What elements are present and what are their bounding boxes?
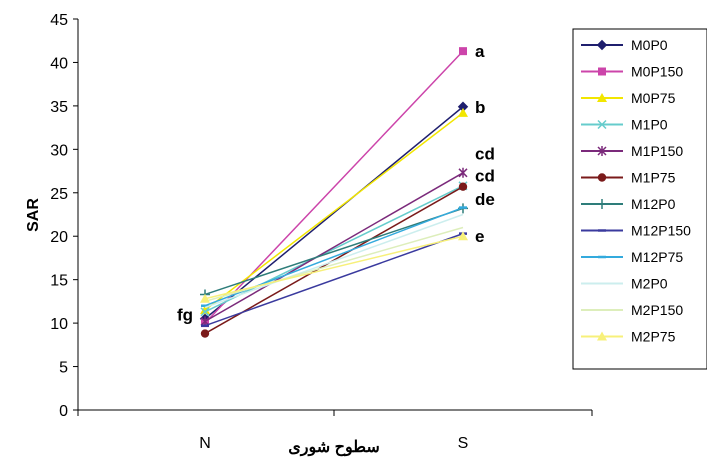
- annotation-label: de: [475, 190, 495, 209]
- legend-label: M0P150: [631, 64, 683, 80]
- data-point: [459, 182, 467, 190]
- data-point: [459, 47, 467, 55]
- series-line: [205, 113, 463, 310]
- legend-label: M1P0: [631, 117, 668, 133]
- series-line: [205, 236, 463, 299]
- y-tick-label: 10: [50, 316, 68, 333]
- x-tick-label: N: [199, 435, 211, 452]
- legend-label: M1P75: [631, 170, 676, 186]
- legend-label: M12P0: [631, 196, 676, 212]
- data-point: [201, 329, 209, 337]
- y-tick-label: 15: [50, 273, 68, 290]
- annotation-label: b: [475, 98, 485, 117]
- legend-label: M0P0: [631, 37, 668, 53]
- legend-label: M12P75: [631, 249, 683, 265]
- legend-label: M12P150: [631, 223, 691, 239]
- y-tick-label: 30: [50, 142, 68, 159]
- series-line: [205, 228, 463, 302]
- series-line: [205, 107, 463, 319]
- legend-label: M2P0: [631, 276, 668, 292]
- series-M1P75: [201, 182, 467, 337]
- annotation-label: a: [475, 42, 485, 61]
- y-tick-label: 0: [59, 403, 68, 420]
- annotation-layer: a b cd cd de e fg: [177, 42, 495, 324]
- annotation-label: fg: [177, 305, 193, 324]
- x-tick-label: S: [458, 435, 469, 452]
- legend-marker: [598, 68, 606, 76]
- y-tick-label: 35: [50, 99, 68, 116]
- annotation-label: cd: [475, 166, 495, 185]
- data-point: [459, 168, 467, 178]
- annotation-label: cd: [475, 145, 495, 164]
- x-axis-title: سطوح شوری: [288, 439, 380, 457]
- axis-layer: 0 5 10 15 20 25 30 35 40 45 N S: [50, 12, 592, 452]
- legend-label: M2P75: [631, 329, 676, 345]
- y-tick-label: 5: [59, 360, 68, 377]
- series-M2P150: [205, 228, 463, 302]
- series-M0P150: [201, 47, 467, 327]
- legend-label: M2P150: [631, 302, 683, 318]
- series-line: [205, 215, 463, 308]
- series-M1P0: [201, 182, 467, 316]
- legend-label: M1P150: [631, 143, 683, 159]
- y-axis-title: SAR: [25, 198, 42, 232]
- legend: M0P0 M0P150 M0P75 M1P0 M1P150 M1P75 M12P0 M12P1…: [573, 29, 707, 369]
- y-tick-label: 45: [50, 12, 68, 29]
- y-tick-label: 20: [50, 229, 68, 246]
- annotation-label: e: [475, 227, 484, 246]
- y-tick-label: 25: [50, 186, 68, 203]
- series-line: [205, 208, 463, 294]
- series-M2P0: [205, 215, 463, 308]
- y-tick-label: 40: [50, 55, 68, 72]
- legend-label: M0P75: [631, 90, 676, 106]
- legend-marker: [598, 173, 606, 181]
- series-layer: [200, 47, 468, 338]
